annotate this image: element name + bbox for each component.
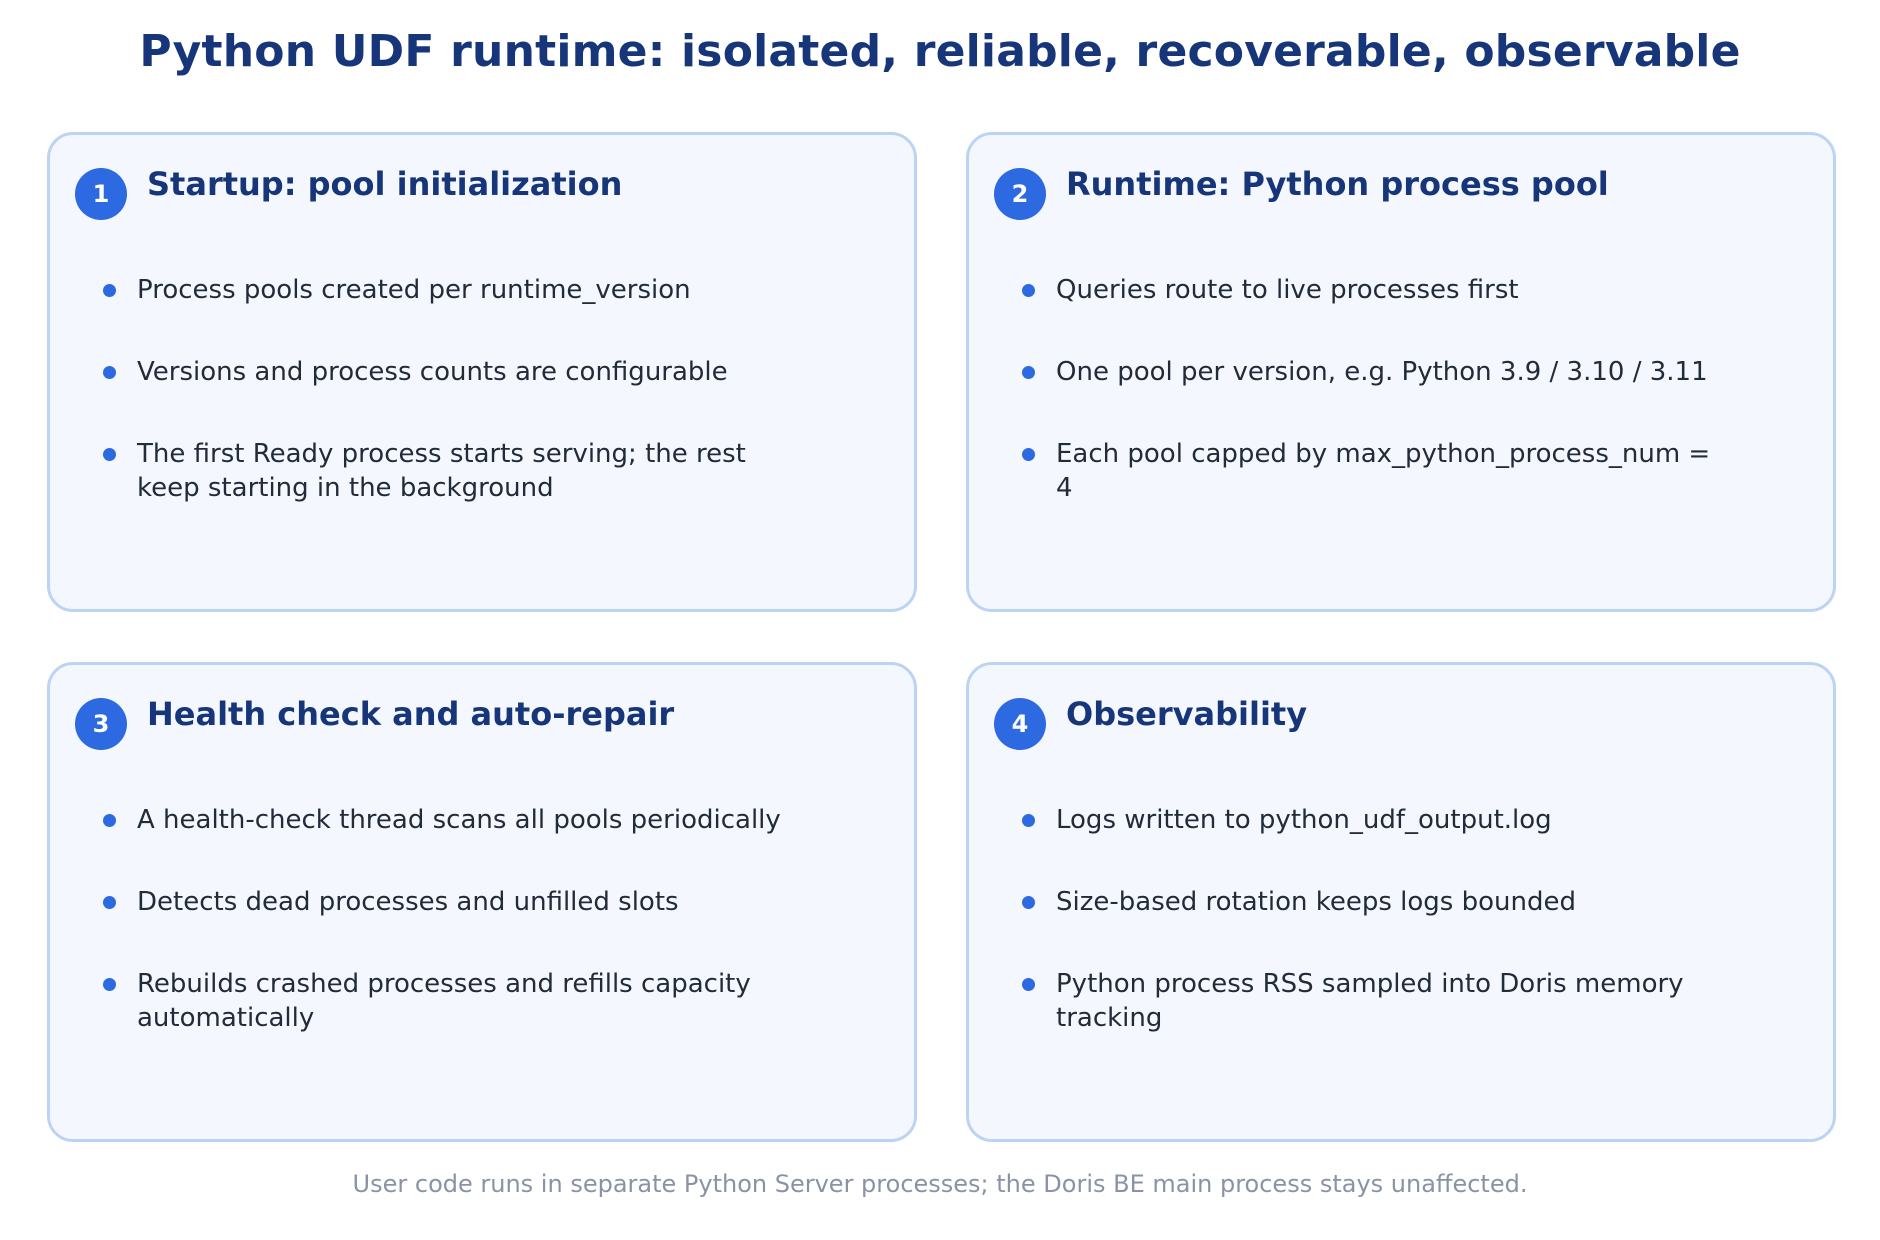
bullet-text: Detects dead processes and unfilled slot… — [137, 887, 679, 917]
bullet-item: Each pool capped by max_python_process_n… — [969, 437, 1833, 505]
bullet-text: Queries route to live processes first — [1056, 275, 1519, 305]
bullet-text: Size-based rotation keeps logs bounded — [1056, 887, 1576, 917]
page-title: Python UDF runtime: isolated, reliable, … — [139, 26, 1741, 77]
card-title: Health check and auto-repair — [147, 695, 675, 733]
bullet-item: Process pools created per runtime_versio… — [50, 273, 914, 307]
card-startup: 1 Startup: pool initialization Process p… — [47, 132, 917, 612]
bullet-list: Queries route to live processes first On… — [969, 273, 1833, 553]
card-title: Observability — [1066, 695, 1308, 733]
step-number-badge: 1 — [75, 168, 127, 220]
bullet-text: Rebuilds crashed processes and refills c… — [137, 969, 751, 1033]
bullet-item: One pool per version, e.g. Python 3.9 / … — [969, 355, 1833, 389]
card-title: Startup: pool initialization — [147, 165, 623, 203]
bullet-text: Each pool capped by max_python_process_n… — [1056, 439, 1711, 503]
footer-note: User code runs in separate Python Server… — [352, 1170, 1528, 1198]
bullet-item: Python process RSS sampled into Doris me… — [969, 967, 1833, 1035]
bullet-item: Detects dead processes and unfilled slot… — [50, 885, 914, 919]
step-number-badge: 3 — [75, 698, 127, 750]
bullet-text: Python process RSS sampled into Doris me… — [1056, 969, 1684, 1033]
bullet-text: A health-check thread scans all pools pe… — [137, 805, 781, 835]
bullet-list: A health-check thread scans all pools pe… — [50, 803, 914, 1083]
card-title: Runtime: Python process pool — [1066, 165, 1609, 203]
bullet-item: A health-check thread scans all pools pe… — [50, 803, 914, 837]
bullet-item: The first Ready process starts serving; … — [50, 437, 914, 505]
bullet-item: Rebuilds crashed processes and refills c… — [50, 967, 914, 1035]
bullet-list: Logs written to python_udf_output.log Si… — [969, 803, 1833, 1083]
card-observability: 4 Observability Logs written to python_u… — [966, 662, 1836, 1142]
step-number-badge: 4 — [994, 698, 1046, 750]
bullet-list: Process pools created per runtime_versio… — [50, 273, 914, 553]
bullet-text: Process pools created per runtime_versio… — [137, 275, 691, 305]
bullet-item: Queries route to live processes first — [969, 273, 1833, 307]
bullet-text: The first Ready process starts serving; … — [137, 439, 746, 503]
bullet-item: Logs written to python_udf_output.log — [969, 803, 1833, 837]
bullet-text: Versions and process counts are configur… — [137, 357, 728, 387]
card-runtime: 2 Runtime: Python process pool Queries r… — [966, 132, 1836, 612]
bullet-text: One pool per version, e.g. Python 3.9 / … — [1056, 357, 1708, 387]
card-health-check: 3 Health check and auto-repair A health-… — [47, 662, 917, 1142]
step-number-badge: 2 — [994, 168, 1046, 220]
bullet-item: Versions and process counts are configur… — [50, 355, 914, 389]
bullet-text: Logs written to python_udf_output.log — [1056, 805, 1552, 835]
bullet-item: Size-based rotation keeps logs bounded — [969, 885, 1833, 919]
